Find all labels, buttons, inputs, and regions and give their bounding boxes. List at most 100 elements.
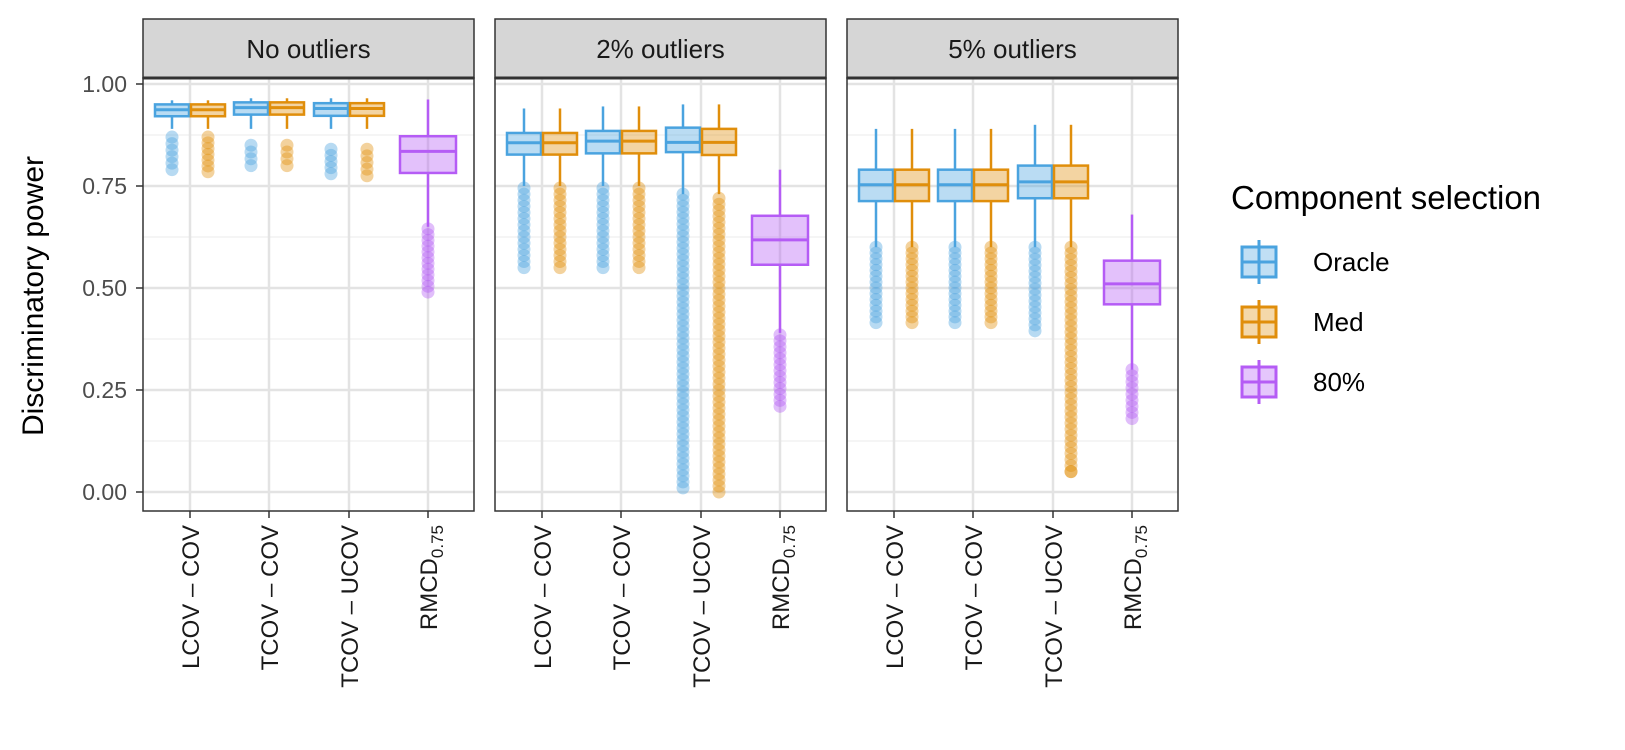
legend-entry-oracle: Oracle	[1240, 240, 1390, 284]
box-med	[972, 128, 1010, 330]
outlier-point	[280, 159, 294, 173]
outlier-point	[712, 461, 726, 475]
outlier-point	[1064, 398, 1078, 412]
outlier-point	[905, 252, 919, 266]
x-category-label: TCOV – COV	[257, 525, 284, 670]
outlier-point	[676, 199, 690, 213]
legend-label-oracle: Oracle	[1313, 247, 1390, 277]
outlier-point	[201, 147, 215, 161]
strip-background	[142, 18, 475, 79]
outlier-point	[712, 449, 726, 463]
outlier-point	[984, 287, 998, 301]
outlier-point	[1064, 289, 1078, 303]
outlier-point	[1028, 258, 1042, 272]
box-oracle	[232, 98, 270, 173]
outlier-point	[1028, 288, 1042, 302]
box-oracle	[936, 128, 974, 330]
outlier-point	[421, 279, 435, 293]
outlier-point	[676, 205, 690, 219]
x-category-label: TCOV – COV	[961, 525, 988, 670]
outlier-point	[553, 193, 567, 207]
outlier-point	[324, 142, 338, 156]
outlier-point	[1125, 369, 1139, 383]
outlier-point	[712, 431, 726, 445]
outlier-point	[676, 271, 690, 285]
outlier-point	[712, 203, 726, 217]
outlier-point	[712, 479, 726, 493]
outlier-point	[676, 469, 690, 483]
strip-label: 5% outliers	[948, 34, 1077, 64]
outlier-point	[1064, 343, 1078, 357]
x-category-label-main: TCOV – COV	[257, 525, 284, 670]
outlier-point	[165, 137, 179, 151]
outlier-point	[360, 142, 374, 156]
outlier-point	[360, 162, 374, 176]
x-category-label-main: LCOV – COV	[530, 525, 557, 669]
legend-entry-med: Med	[1240, 300, 1364, 344]
outlier-point	[905, 316, 919, 330]
outlier-point	[596, 206, 610, 220]
strip-background	[494, 18, 827, 79]
outlier-point	[632, 254, 646, 268]
outlier-point	[984, 316, 998, 330]
outlier-point	[421, 239, 435, 253]
outlier-point	[360, 169, 374, 183]
outlier-point	[1125, 381, 1139, 395]
outlier-point	[712, 401, 726, 415]
box-oracle	[505, 108, 543, 275]
outlier-point	[905, 246, 919, 260]
outlier-point	[676, 349, 690, 363]
outlier-point	[712, 263, 726, 277]
outlier-point	[773, 364, 787, 378]
outlier-point	[632, 181, 646, 195]
outlier-point	[712, 227, 726, 241]
outlier-point	[948, 304, 962, 318]
outlier-point	[905, 263, 919, 277]
outlier-point	[712, 353, 726, 367]
outlier-point	[984, 263, 998, 277]
x-category-label: TCOV – UCOV	[1041, 525, 1068, 688]
outlier-point	[676, 397, 690, 411]
outlier-point	[596, 236, 610, 250]
outlier-point	[676, 337, 690, 351]
outlier-point	[553, 218, 567, 232]
outlier-point	[632, 212, 646, 226]
outlier-point	[712, 437, 726, 451]
box-med	[348, 98, 386, 183]
outlier-point	[773, 399, 787, 413]
outlier-point	[773, 381, 787, 395]
x-category-label: LCOV – COV	[530, 525, 557, 669]
outlier-point	[1064, 386, 1078, 400]
box-med	[189, 100, 227, 179]
outlier-point	[869, 263, 883, 277]
outlier-point	[360, 149, 374, 163]
outlier-point	[596, 199, 610, 213]
outlier-point	[1028, 294, 1042, 308]
outlier-point	[869, 310, 883, 324]
outlier-point	[596, 193, 610, 207]
box-oracle	[857, 128, 895, 330]
outlier-point	[712, 305, 726, 319]
outlier-point	[712, 311, 726, 325]
outlier-point	[1028, 318, 1042, 332]
outlier-point	[1064, 283, 1078, 297]
outlier-point	[712, 275, 726, 289]
panel-5pct-outliers: 5% outliers LCOV – COV TCOV – COV TCOV – UC…	[846, 18, 1179, 688]
outlier-point	[676, 427, 690, 441]
outlier-point	[984, 281, 998, 295]
outlier-point	[984, 252, 998, 266]
outlier-point	[712, 359, 726, 373]
outlier-point	[712, 323, 726, 337]
x-category-label-main: RMCD	[416, 558, 443, 630]
outlier-point	[1064, 246, 1078, 260]
outlier-point	[596, 212, 610, 226]
outlier-point	[201, 130, 215, 144]
outlier-point	[676, 289, 690, 303]
x-category-label: LCOV – COV	[882, 525, 909, 669]
strip-label: No outliers	[246, 34, 370, 64]
outlier-point	[773, 352, 787, 366]
outlier-point	[676, 265, 690, 279]
outlier-point	[712, 407, 726, 421]
outlier-point	[324, 167, 338, 181]
outlier-point	[676, 385, 690, 399]
